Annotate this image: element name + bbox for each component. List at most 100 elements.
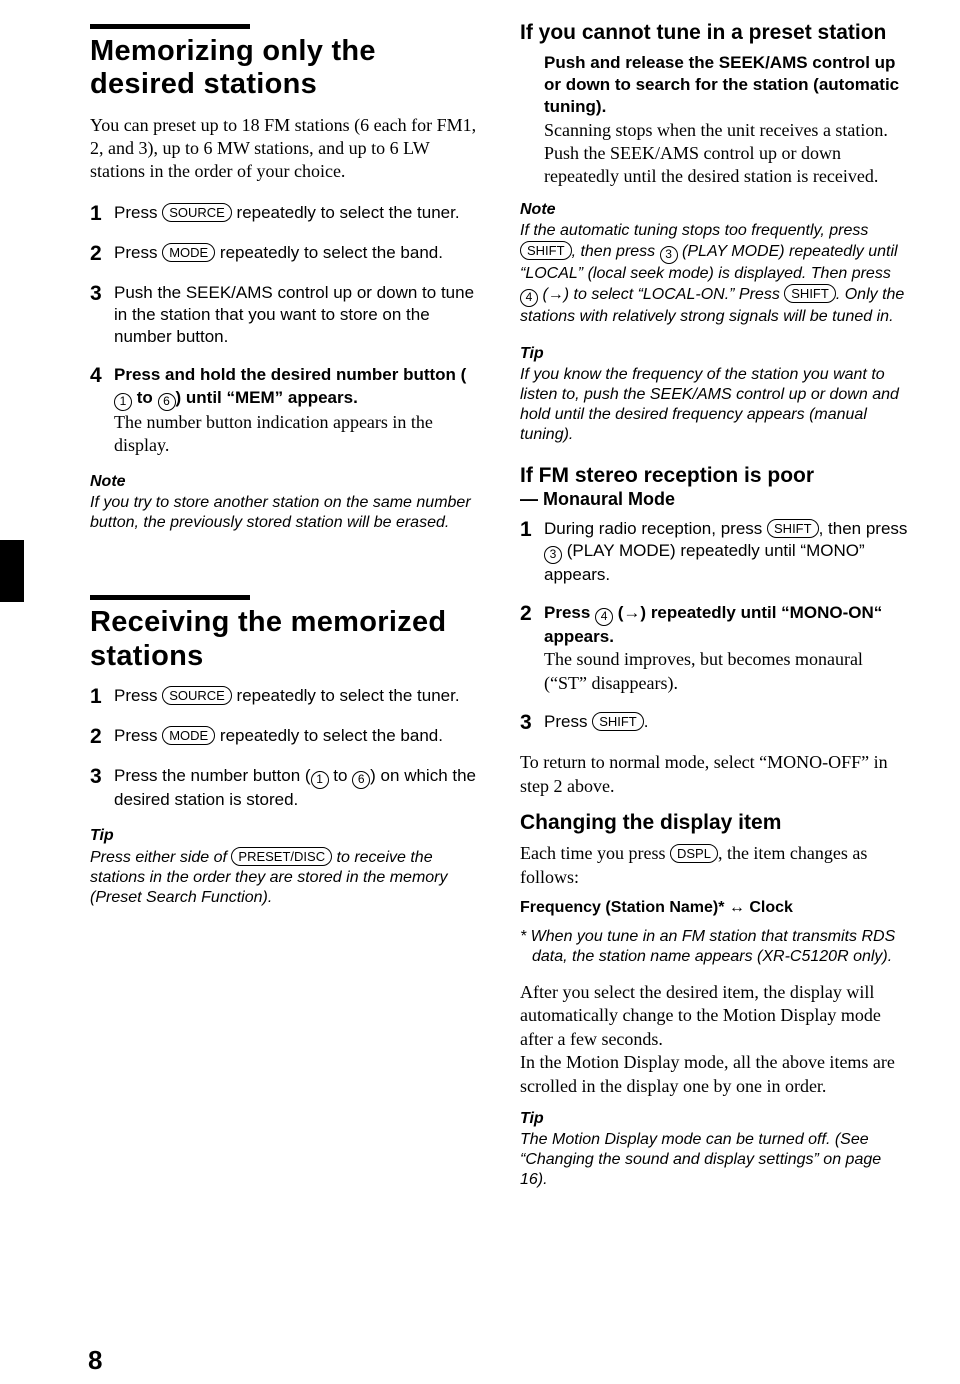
note-label: Note [90,473,480,491]
step-text: to [132,388,158,407]
step-text: Press [114,686,162,705]
step-text: , then press [819,519,908,538]
step-row: 4 Press and hold the desired number butt… [90,364,480,457]
step-body: Press 4 (→) repeatedly until “MONO-ON“ a… [544,602,910,695]
left-column: Memorizing only the desired stations You… [90,20,480,1190]
source-key: SOURCE [162,203,232,222]
step-tail: The number button indication appears in … [114,412,433,455]
step-text: Press [544,712,592,731]
step-row: 3 Press SHIFT. [520,711,910,735]
step-text: Press [114,203,162,222]
step-number: 1 [90,685,114,709]
number-key-icon: 4 [595,608,613,626]
subsection-title-cannot-tune: If you cannot tune in a preset station [520,20,910,46]
page-columns: Memorizing only the desired stations You… [90,20,910,1190]
note-text: (→) to select “LOCAL-ON.” Press [538,286,784,303]
dspl-key: DSPL [670,844,718,863]
step-body: Press the number button (1 to 6) on whic… [114,765,480,811]
subsection-title-display: Changing the display item [520,810,910,836]
shift-key: SHIFT [520,241,572,260]
step-number: 3 [90,282,114,348]
step-text: to [329,766,353,785]
tip-text: Press either side of [90,849,231,866]
section-rule [90,595,250,600]
tip-block: Tip Press either side of PRESET/DISC to … [90,827,480,908]
note-text: If the automatic tuning stops too freque… [520,222,868,239]
step-number: 3 [520,711,544,735]
bold-text: Push and release the SEEK/AMS control up… [544,53,899,116]
page-number: 8 [88,1345,102,1376]
subtitle-monaural: — Monaural Mode [520,489,910,510]
shift-key: SHIFT [784,284,836,303]
note-block: Note If you try to store another station… [90,473,480,533]
tip-label: Tip [90,827,480,845]
note-text: , then press [572,243,660,260]
step-row: 1 Press SOURCE repeatedly to select the … [90,685,480,709]
shift-key: SHIFT [592,712,644,731]
step-row: 2 Press MODE repeatedly to select the ba… [90,242,480,266]
section-rule [90,24,250,29]
shift-key: SHIFT [767,519,819,538]
step-row: 2 Press 4 (→) repeatedly until “MONO-ON“… [520,602,910,695]
step-number: 2 [90,725,114,749]
step-body: Press MODE repeatedly to select the band… [114,725,480,749]
tip-label: Tip [520,1110,910,1128]
number-key-icon: 1 [114,393,132,411]
number-key-icon: 6 [352,771,370,789]
preset-disc-key: PRESET/DISC [231,847,332,866]
tip-block: Tip If you know the frequency of the sta… [520,345,910,445]
step-text: Press the number button ( [114,766,311,785]
step-text: Press and hold the desired number button… [114,365,466,384]
indent-block: Push and release the SEEK/AMS control up… [520,52,910,188]
step-text: repeatedly to select the tuner. [232,203,460,222]
step-body: Push and release the SEEK/AMS control up… [544,52,910,188]
mode-key: MODE [162,243,215,262]
normal-text: Scanning stops when the unit receives a … [544,120,888,187]
after-paragraph: After you select the desired item, the d… [520,981,910,1098]
source-key: SOURCE [162,686,232,705]
step-text: ) until “MEM” appears. [176,388,358,407]
step-tail: The sound improves, but becomes monaural… [544,649,863,692]
step-body: During radio reception, press SHIFT, the… [544,518,910,586]
step-body: Press SOURCE repeatedly to select the tu… [114,685,480,709]
tip-body: The Motion Display mode can be turned of… [520,1130,910,1190]
note-block: Note If the automatic tuning stops too f… [520,201,910,327]
tip-label: Tip [520,345,910,363]
display-intro: Each time you press DSPL, the item chang… [520,842,910,889]
step-body: Push the SEEK/AMS control up or down to … [114,282,480,348]
number-key-icon: 3 [660,246,678,264]
tip-body: If you know the frequency of the station… [520,365,910,445]
number-key-icon: 1 [311,771,329,789]
step-number: 1 [520,518,544,586]
step-number: 2 [90,242,114,266]
step-text: repeatedly to select the band. [215,726,443,745]
tip-body: Press either side of PRESET/DISC to rece… [90,847,480,908]
step-number: 1 [90,202,114,226]
step-body: Press SHIFT. [544,711,910,735]
step-text: repeatedly to select the tuner. [232,686,460,705]
step-row: 1 During radio reception, press SHIFT, t… [520,518,910,586]
tip-block: Tip The Motion Display mode can be turne… [520,1110,910,1190]
return-paragraph: To return to normal mode, select “MONO-O… [520,751,910,798]
edge-tab [0,540,24,602]
subsection-title-fm-poor: If FM stereo reception is poor [520,463,910,489]
step-row: 3 Push the SEEK/AMS control up or down t… [90,282,480,348]
step-row: 1 Press SOURCE repeatedly to select the … [90,202,480,226]
frequency-clock-line: Frequency (Station Name)* ↔ Clock [520,899,910,917]
step-body: Press MODE repeatedly to select the band… [114,242,480,266]
note-body: If the automatic tuning stops too freque… [520,221,910,327]
right-column: If you cannot tune in a preset station P… [520,20,910,1190]
number-key-icon: 4 [520,289,538,307]
mode-key: MODE [162,726,215,745]
indent-spacer [520,52,544,188]
step-text: Press [544,603,595,622]
section-title-receiving: Receiving the memorized stations [90,606,480,673]
step-number: 3 [90,765,114,811]
step-text: repeatedly to select the band. [215,243,443,262]
step-text: . [644,712,649,731]
note-body: If you try to store another station on t… [90,493,480,533]
step-text: Press [114,726,162,745]
note-label: Note [520,201,910,219]
step-text: During radio reception, press [544,519,767,538]
step-body: Press SOURCE repeatedly to select the tu… [114,202,480,226]
